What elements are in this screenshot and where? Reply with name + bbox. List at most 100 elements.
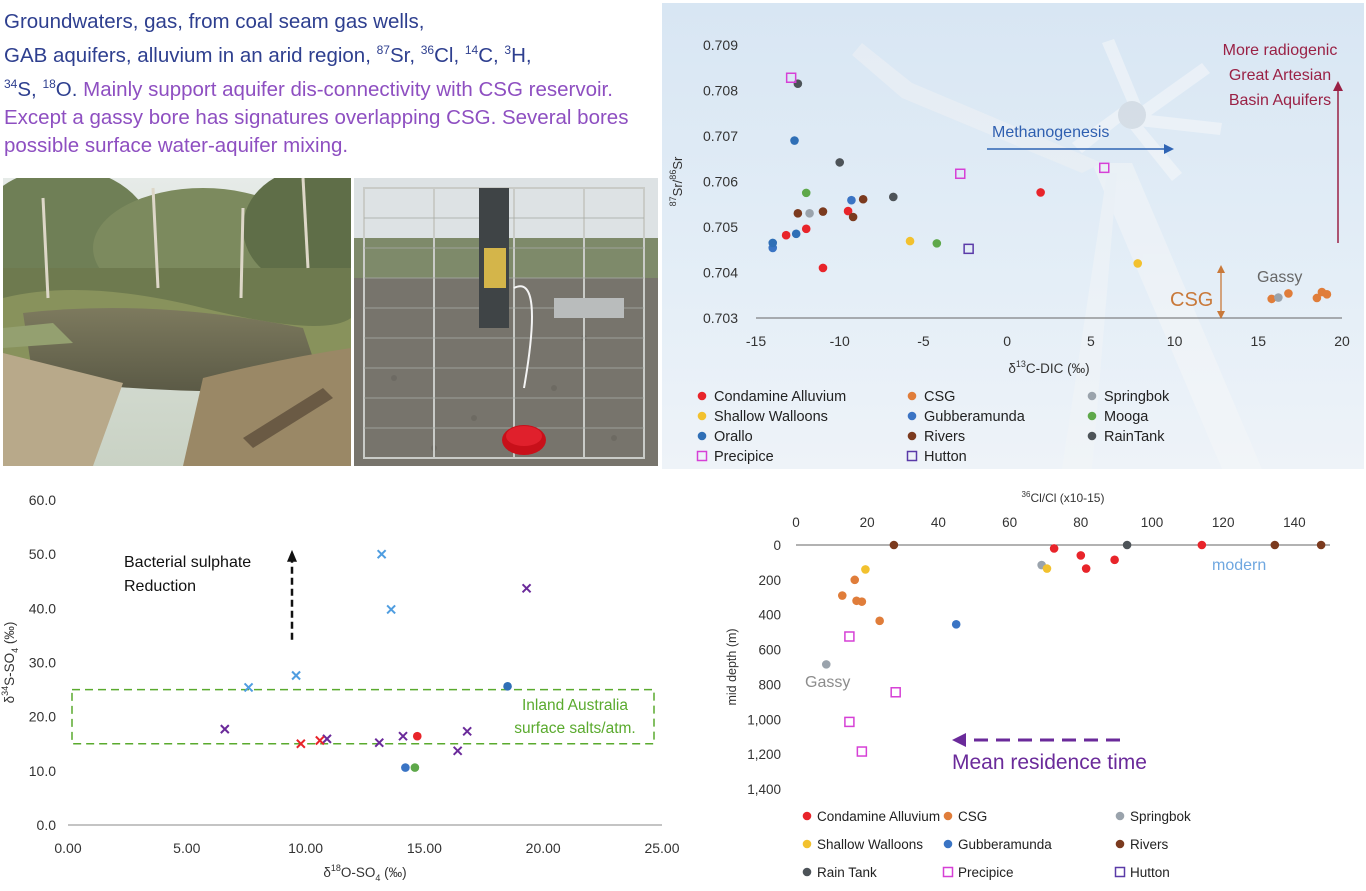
surface-salts-band	[71, 688, 655, 745]
data-point-rivers	[818, 207, 828, 216]
x-axis-label: δ13C-DIC (‰)	[1008, 359, 1089, 376]
data-point-precipice	[955, 168, 966, 180]
data-point-mooga	[410, 763, 420, 772]
x-tick-label: 5.00	[173, 840, 200, 856]
data-point-precipice	[844, 716, 855, 728]
radiogenic-label-2: Great Artesian	[1229, 67, 1331, 84]
legend-label-hutton: Hutton	[1130, 865, 1170, 880]
x-tick-label: 25.00	[644, 840, 679, 856]
legend-label-rivers: Rivers	[1130, 837, 1169, 852]
y-axis-label: δ34S-SO4 (‰)	[0, 622, 20, 704]
x-tick-label: -10	[830, 333, 850, 349]
chlorine-depth-chart-panel: 0 20 40 60 80 100 120 140 0 200 400 600 800 1,000 1,20…	[700, 478, 1366, 886]
gas-well-photo	[354, 178, 658, 466]
legend-marker-csg	[907, 391, 917, 401]
data-point-orallo	[503, 682, 512, 691]
y-tick-label: 30.0	[29, 655, 56, 671]
legend-marker-springbok	[1087, 391, 1097, 401]
y-tick-label: 0.706	[703, 174, 738, 190]
x-tick-label: 80	[1073, 515, 1088, 530]
data-point-condamine	[843, 206, 853, 216]
y-tick-label: 10.0	[29, 763, 56, 779]
data-point-rivers	[793, 209, 803, 218]
data-point-rivers	[1316, 540, 1326, 550]
radiogenic-label-3: Basin Aquifers	[1229, 92, 1331, 109]
y-tick-label: 20.0	[29, 709, 56, 725]
data-point-precipice	[1099, 162, 1110, 174]
methanogenesis-arrowhead	[1164, 144, 1174, 154]
data-point-condamine	[1036, 188, 1045, 197]
windmill-background	[852, 39, 1262, 469]
legend-marker-mooga	[1087, 411, 1097, 421]
data-point-orallo	[790, 136, 799, 145]
data-point-precipice	[785, 72, 797, 84]
y-tick-label: 0.703	[703, 310, 738, 326]
data-point-csg	[1284, 289, 1293, 298]
data-point-orallo	[768, 238, 778, 248]
data-point-gubberamunda	[951, 620, 961, 629]
data-point-mooga	[801, 188, 811, 198]
data-point-xpurple	[220, 724, 230, 734]
data-point-condamine	[801, 224, 811, 234]
bsr-label-2: Reduction	[124, 578, 196, 595]
data-point-xpurple	[521, 583, 532, 593]
sr-isotope-chart: -15 -10 -5 0 5 10 15 20 0.703 0.704 0.705 0.706 0.70…	[668, 37, 1350, 469]
legend-marker-condamine	[802, 811, 812, 821]
data-point-hutton	[963, 243, 974, 255]
legend-marker-rivers	[1115, 839, 1125, 849]
legend-label-springbok: Springbok	[1104, 389, 1170, 405]
bsr-arrowhead	[287, 549, 297, 562]
legend-marker-springbok	[1115, 811, 1125, 821]
data-point-csg	[1312, 293, 1322, 303]
data-point-condamine	[1197, 540, 1207, 550]
sulphate-isotope-chart: 0.00 5.00 10.00 15.00 20.00 25.00 0.0 10.0 20.0 3…	[0, 492, 680, 883]
x-axis-label: δ18O-SO4 (‰)	[323, 863, 406, 883]
x-tick-label: 20	[860, 515, 875, 530]
legend-marker-shallow	[802, 839, 812, 849]
data-point-condamine	[1076, 551, 1086, 560]
methanogenesis-label: Methanogenesis	[992, 124, 1109, 141]
y-tick-label: 200	[758, 573, 781, 588]
y-tick-label: 0.708	[703, 83, 738, 99]
data-point-xpurple	[452, 746, 463, 756]
modern-label: modern	[1212, 557, 1266, 574]
data-point-xpurple	[398, 731, 408, 741]
data-point-shallow	[1133, 259, 1143, 268]
y-tick-label: 40.0	[29, 600, 56, 616]
data-point-shallow	[1042, 564, 1052, 573]
data-point-rivers	[1270, 540, 1280, 550]
data-point-xred	[315, 735, 325, 746]
legend-label-rivers: Rivers	[924, 429, 965, 445]
data-point-rivers	[848, 212, 858, 222]
data-point-condamine	[1110, 555, 1119, 565]
legend-marker-raintank	[1087, 431, 1097, 441]
inland-label-1: Inland Australia	[522, 697, 628, 714]
data-point-rivers	[889, 540, 899, 550]
y-tick-label: 1,200	[747, 747, 781, 762]
x-tick-label: -15	[746, 333, 766, 349]
legend-label-raintank: RainTank	[1104, 429, 1165, 445]
y-tick-label: 50.0	[29, 546, 56, 562]
x-tick-label: 0	[1003, 333, 1011, 349]
data-point-rivers	[858, 194, 868, 204]
legend-label-gubberamunda: Gubberamunda	[958, 837, 1052, 852]
y-tick-label: 1,000	[747, 712, 781, 727]
x-tick-label: 140	[1283, 515, 1306, 530]
data-point-xpurple	[374, 737, 384, 748]
x-tick-label: 15.00	[407, 840, 442, 856]
data-point-csg	[850, 575, 860, 585]
residence-time-label: Mean residence time	[952, 751, 1147, 774]
csg-arrowhead-down	[1217, 311, 1225, 319]
x-axis-label: 36Cl/Cl (x10-15)	[1022, 490, 1105, 505]
legend-label-condamine: Condamine Alluvium	[817, 809, 940, 824]
radiogenic-label-1: More radiogenic	[1223, 42, 1338, 59]
data-point-shallow	[861, 565, 870, 574]
legend-marker-hutton	[1114, 866, 1126, 878]
data-point-xpurple	[462, 726, 472, 736]
sulphate-isotope-chart-panel: 0.00 5.00 10.00 15.00 20.00 25.00 0.0 10.0 20.0 3…	[0, 478, 700, 886]
y-tick-label: 0.707	[703, 128, 738, 144]
creek-photo	[3, 178, 351, 466]
x-tick-label: 15	[1250, 333, 1266, 349]
data-point-precipice	[890, 687, 901, 698]
x-tick-label: 60	[1002, 515, 1017, 530]
